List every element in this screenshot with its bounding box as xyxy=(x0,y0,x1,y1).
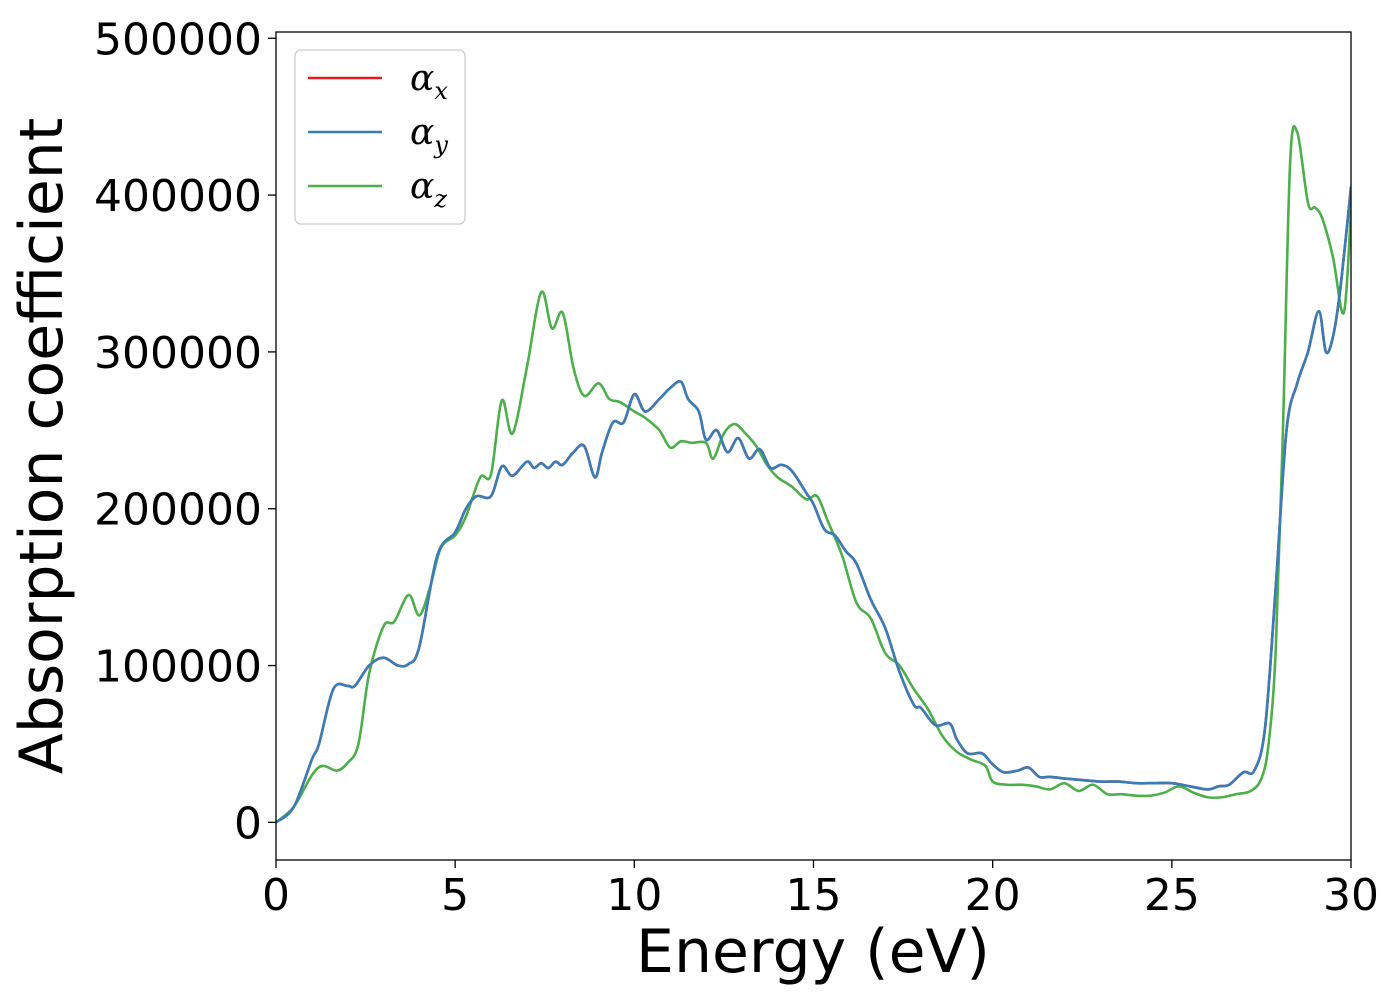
x-tick-label: 5 xyxy=(441,870,469,921)
series-line-y xyxy=(276,185,1351,824)
y-tick-label: 400000 xyxy=(94,171,262,222)
x-tick-label: 30 xyxy=(1323,870,1379,921)
x-tick-label: 20 xyxy=(965,870,1021,921)
series-line-z xyxy=(276,125,1351,824)
y-tick-label: 100000 xyxy=(94,642,262,693)
y-tick-label: 500000 xyxy=(94,14,262,65)
y-tick-label: 200000 xyxy=(94,485,262,536)
y-axis: 0 100000 200000 300000 400000 500000 xyxy=(94,14,276,849)
x-tick-label: 15 xyxy=(786,870,842,921)
legend-box xyxy=(294,49,466,225)
y-axis-label: Absorption coefficient xyxy=(7,118,77,775)
x-tick-label: 0 xyxy=(262,870,290,921)
legend-label-y: αy xyxy=(410,112,448,159)
legend-label-z: αz xyxy=(410,166,447,213)
y-tick-label: 300000 xyxy=(94,328,262,379)
legend: αx αy αz xyxy=(294,49,466,225)
x-axis-label: Energy (eV) xyxy=(636,917,990,987)
x-tick-label: 25 xyxy=(1144,870,1200,921)
series-layer xyxy=(276,125,1351,824)
legend-label-x: αx xyxy=(410,58,448,105)
y-tick-label: 0 xyxy=(234,798,262,849)
x-tick-label: 10 xyxy=(606,870,662,921)
x-axis: 0 5 10 15 20 25 30 xyxy=(262,860,1379,921)
